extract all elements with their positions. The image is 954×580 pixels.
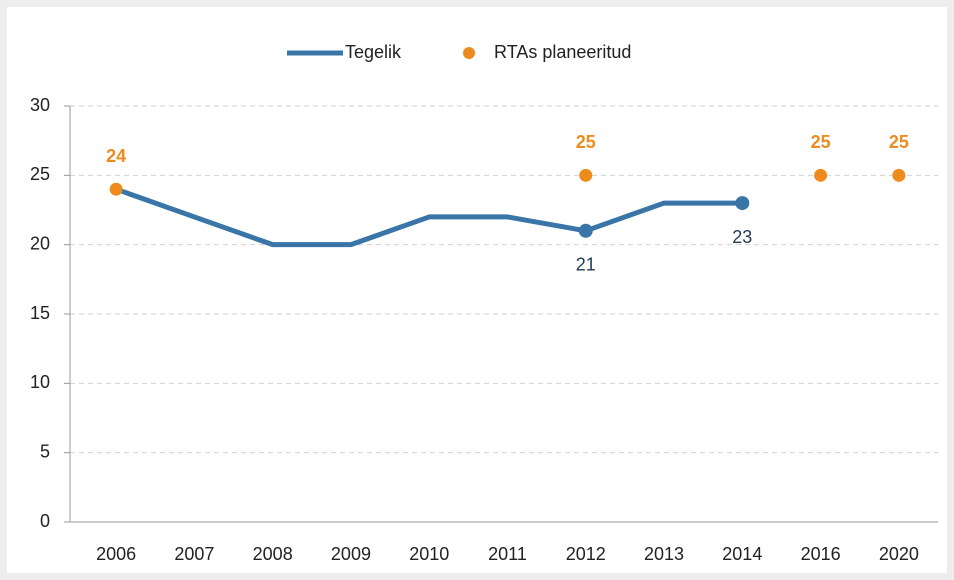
line-marker [735, 196, 750, 211]
point [814, 168, 828, 182]
x-tick-label: 2013 [644, 544, 684, 564]
data-label: 23 [732, 227, 752, 247]
x-tick-label: 2011 [488, 544, 527, 564]
data-label: 25 [576, 132, 596, 152]
x-tick-label: 2014 [722, 544, 762, 564]
point [109, 182, 123, 196]
x-tick-label: 2016 [801, 544, 841, 564]
y-tick-label: 20 [30, 233, 50, 253]
y-tick-label: 5 [40, 441, 50, 461]
line [115, 186, 743, 248]
line-marker [578, 223, 593, 238]
data-label: 25 [811, 132, 831, 152]
y-tick-label: 15 [30, 303, 50, 323]
y-tick-label: 0 [40, 511, 50, 531]
x-tick-label: 2012 [566, 544, 606, 564]
chart-area [7, 7, 947, 573]
x-tick-label: 2007 [174, 544, 214, 564]
data-label: 24 [106, 146, 126, 166]
legend-label: Tegelik [345, 42, 402, 62]
point [892, 168, 906, 182]
data-label: 21 [576, 255, 596, 275]
data-label: 25 [889, 132, 909, 152]
legend-swatch [463, 47, 476, 59]
y-tick-label: 25 [30, 164, 50, 184]
x-tick-label: 2009 [331, 544, 371, 564]
x-tick-label: 2008 [253, 544, 293, 564]
legend-label: RTAs planeeritud [494, 42, 631, 62]
x-tick-label: 2006 [96, 544, 136, 564]
x-tick-label: 2010 [409, 544, 449, 564]
x-tick-label: 2020 [879, 544, 919, 564]
y-tick-label: 10 [30, 372, 50, 392]
point [579, 168, 593, 182]
y-tick-label: 30 [30, 95, 50, 115]
